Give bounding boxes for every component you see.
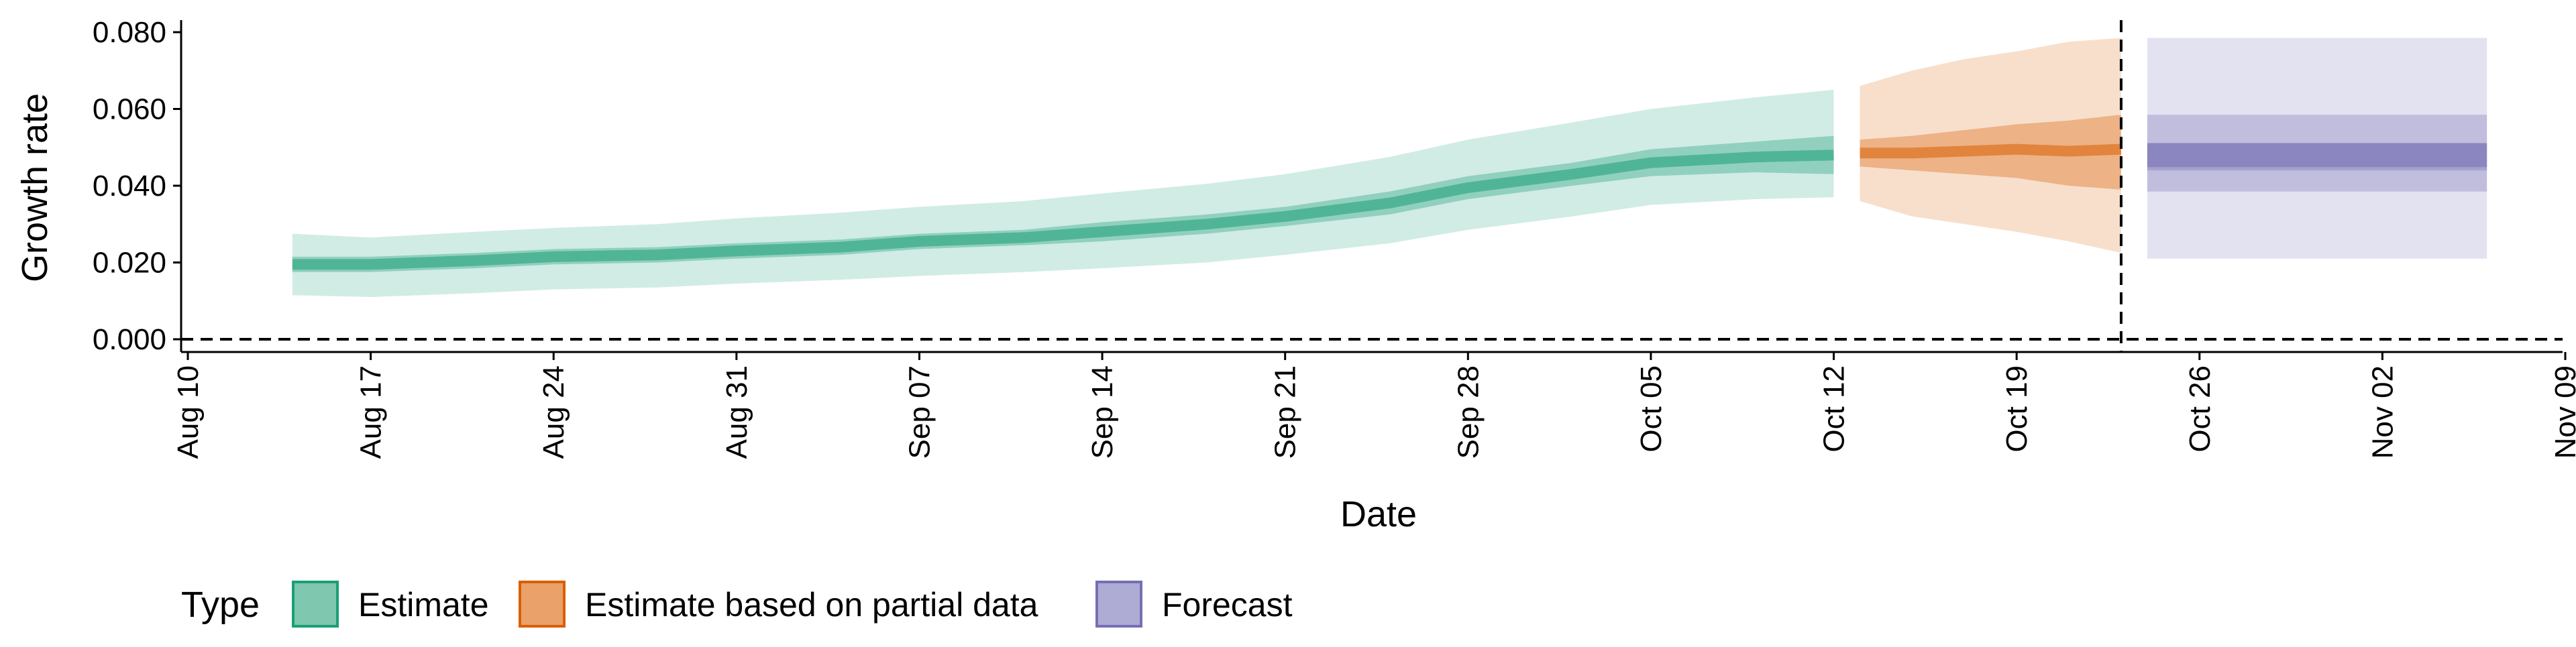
legend-key-forecast bbox=[1095, 581, 1142, 628]
y-tick-label: 0.060 bbox=[93, 93, 166, 126]
y-tick-label: 0.020 bbox=[93, 247, 166, 280]
y-axis-title: Growth rate bbox=[15, 93, 55, 282]
series-estimate bbox=[292, 89, 1834, 297]
x-tick-label: Sep 28 bbox=[1452, 365, 1485, 459]
legend-label-estimate-based-on-partial-data: Estimate based on partial data bbox=[585, 586, 1038, 624]
series-forecast bbox=[2147, 38, 2487, 259]
legend-title: Type bbox=[181, 585, 260, 625]
x-tick-label: Oct 12 bbox=[1818, 365, 1851, 453]
x-tick-label: Oct 19 bbox=[2000, 365, 2033, 453]
x-tick-label: Sep 07 bbox=[903, 365, 936, 459]
x-tick-label: Sep 21 bbox=[1269, 365, 1302, 459]
x-tick-label: Oct 05 bbox=[1635, 365, 1668, 453]
legend-label-estimate: Estimate bbox=[358, 586, 489, 624]
estimate-median-line bbox=[292, 150, 1834, 270]
estimate-based-on-partial-data-median-line bbox=[1860, 143, 2122, 159]
x-tick-label: Nov 09 bbox=[2549, 365, 2576, 459]
x-tick-label: Nov 02 bbox=[2366, 365, 2399, 459]
axes: 0.000 0.020 0.040 0.060 0.080 Aug 10 Aug 17 Aug… bbox=[93, 16, 2576, 459]
y-tick-label: 0.000 bbox=[93, 323, 166, 356]
estimate-band-90 bbox=[292, 89, 1834, 297]
x-tick-label: Sep 14 bbox=[1086, 365, 1119, 459]
x-tick-label: Aug 24 bbox=[537, 365, 570, 459]
estimate-bands bbox=[292, 38, 2487, 297]
x-tick-label: Aug 31 bbox=[720, 365, 753, 459]
x-tick-label: Oct 26 bbox=[2184, 365, 2216, 453]
y-tick-label: 0.080 bbox=[93, 16, 166, 49]
x-axis-title: Date bbox=[1340, 494, 1417, 534]
series-estimate-based-on-partial-data bbox=[1860, 38, 2122, 253]
legend-label-forecast: Forecast bbox=[1162, 586, 1293, 624]
legend: Type Estimate Estimate based on partial d… bbox=[181, 581, 1293, 628]
y-tick-label: 0.040 bbox=[93, 170, 166, 202]
legend-key-estimate bbox=[292, 581, 339, 628]
legend-key-estimate-based-on-partial-data bbox=[519, 581, 566, 628]
reference-lines bbox=[181, 20, 2563, 352]
x-tick-label: Aug 10 bbox=[172, 365, 205, 459]
x-tick-label: Aug 17 bbox=[355, 365, 388, 459]
